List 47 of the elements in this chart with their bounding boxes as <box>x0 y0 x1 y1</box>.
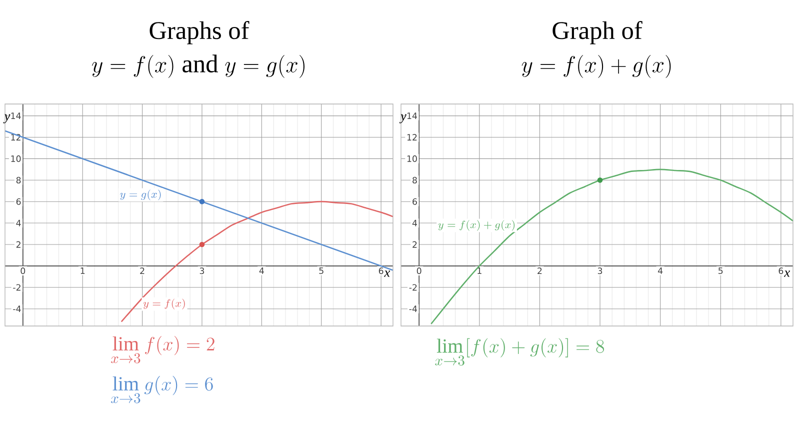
y-tick-label: 14 <box>11 112 21 119</box>
y-tick-label: -4 <box>13 306 21 312</box>
y-tick-label: -4 <box>409 306 417 312</box>
y-tick-label: 2 <box>412 241 417 248</box>
x-tick-label: 1 <box>478 268 482 274</box>
line-series <box>120 200 394 322</box>
y-tick-label: -2 <box>13 284 20 291</box>
y-tick-label: 14 <box>407 112 417 119</box>
y-axis-title: y <box>399 114 406 124</box>
y-tick-label: 8 <box>412 176 417 184</box>
y-tick-label: 6 <box>412 198 417 205</box>
x-tick-label: 3 <box>598 268 602 274</box>
y-axis-title: y <box>3 114 10 124</box>
x-tick-label: 6 <box>778 268 784 274</box>
x-tick-label: 6 <box>378 268 384 274</box>
x-tick-label: 4 <box>259 268 264 274</box>
line-series <box>430 168 794 325</box>
x-tick-label: 5 <box>319 268 324 274</box>
x-tick-label: 0 <box>416 268 422 274</box>
text: $\lim_{x\to 3} [f(x) + g(x)] = 8$ <box>435 338 604 366</box>
y-tick-label: 2 <box>16 241 20 248</box>
x-tick-label: 3 <box>200 268 204 274</box>
text: $\lim_{x\to 3} g(x) = 6$ <box>111 376 213 404</box>
x-tick-label: 2 <box>140 268 144 274</box>
x-tick-label: 0 <box>20 268 26 274</box>
x-tick-label: 2 <box>538 268 542 274</box>
x-axis-title: x <box>384 270 390 277</box>
x-tick-label: 1 <box>80 268 85 274</box>
x-tick-label: 4 <box>658 268 663 274</box>
y-tick-label: -2 <box>409 284 417 291</box>
chart-title: Graphs of <box>150 21 250 44</box>
y-tick-label: 6 <box>16 198 21 205</box>
series-label: $y = f(x)$ <box>143 298 185 310</box>
y-tick-label: 10 <box>11 155 21 162</box>
y-tick-label: 10 <box>407 155 417 162</box>
chart-subtitle: $y = f(x) + g(x)$ <box>522 54 671 78</box>
text: $\lim_{x\to 3} f(x) = 2$ <box>111 336 214 364</box>
y-tick-label: 4 <box>16 220 21 226</box>
x-tick-label: 5 <box>718 268 723 274</box>
series-label: $y = g(x)$ <box>120 190 161 200</box>
y-tick-label: 4 <box>412 220 417 226</box>
y-tick-label: 8 <box>16 176 21 184</box>
x-axis-title: x <box>784 270 790 277</box>
y-tick-label: 12 <box>407 134 417 140</box>
chart-title: Graph of <box>552 21 642 44</box>
series-label: $y = f(x) + g(x)$ <box>438 220 515 231</box>
chart-subtitle: $y = f(x) \text{ and } y = g(x)$ <box>92 54 304 78</box>
